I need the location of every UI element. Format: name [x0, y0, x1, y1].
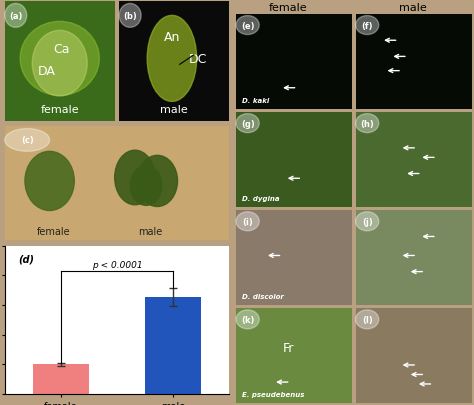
Circle shape [356, 212, 379, 231]
Circle shape [5, 4, 27, 28]
Text: (e): (e) [241, 21, 255, 30]
Text: An: An [164, 31, 180, 44]
Text: female: female [37, 226, 71, 237]
Text: (g): (g) [241, 119, 255, 128]
Circle shape [356, 114, 379, 133]
Text: DA: DA [37, 65, 55, 78]
Text: (j): (j) [362, 217, 373, 226]
Circle shape [356, 17, 379, 36]
Text: female: female [269, 3, 307, 13]
Ellipse shape [25, 152, 74, 211]
Text: male: male [138, 226, 163, 237]
Text: (f): (f) [361, 21, 373, 30]
Circle shape [236, 310, 259, 329]
Text: (c): (c) [21, 136, 34, 145]
Circle shape [236, 212, 259, 231]
Text: DC: DC [189, 53, 208, 66]
Text: (i): (i) [242, 217, 253, 226]
Circle shape [5, 129, 50, 152]
Circle shape [119, 4, 141, 28]
Circle shape [236, 114, 259, 133]
Ellipse shape [130, 166, 162, 206]
Text: (k): (k) [241, 315, 255, 324]
Text: female: female [40, 104, 79, 114]
Circle shape [236, 17, 259, 36]
Ellipse shape [20, 22, 100, 96]
Ellipse shape [147, 16, 197, 102]
Circle shape [356, 310, 379, 329]
Bar [33, 364, 89, 394]
Text: Fr: Fr [283, 341, 294, 354]
Text: (d): (d) [18, 254, 34, 264]
Text: E. pseudebenus: E. pseudebenus [242, 391, 304, 397]
Text: (a): (a) [9, 12, 22, 21]
Text: male: male [160, 104, 188, 114]
Ellipse shape [137, 156, 178, 207]
Text: p < 0.0001: p < 0.0001 [91, 260, 142, 269]
Bar [145, 297, 201, 394]
Text: (h): (h) [360, 119, 374, 128]
Text: D. kaki: D. kaki [242, 98, 269, 104]
Text: (b): (b) [123, 12, 137, 21]
Text: D. dygina: D. dygina [242, 196, 280, 202]
Text: (l): (l) [362, 315, 373, 324]
Text: D. discolor: D. discolor [242, 294, 284, 299]
Ellipse shape [115, 151, 155, 205]
Ellipse shape [32, 31, 87, 97]
Text: Ca: Ca [54, 43, 70, 56]
Text: male: male [399, 3, 427, 13]
